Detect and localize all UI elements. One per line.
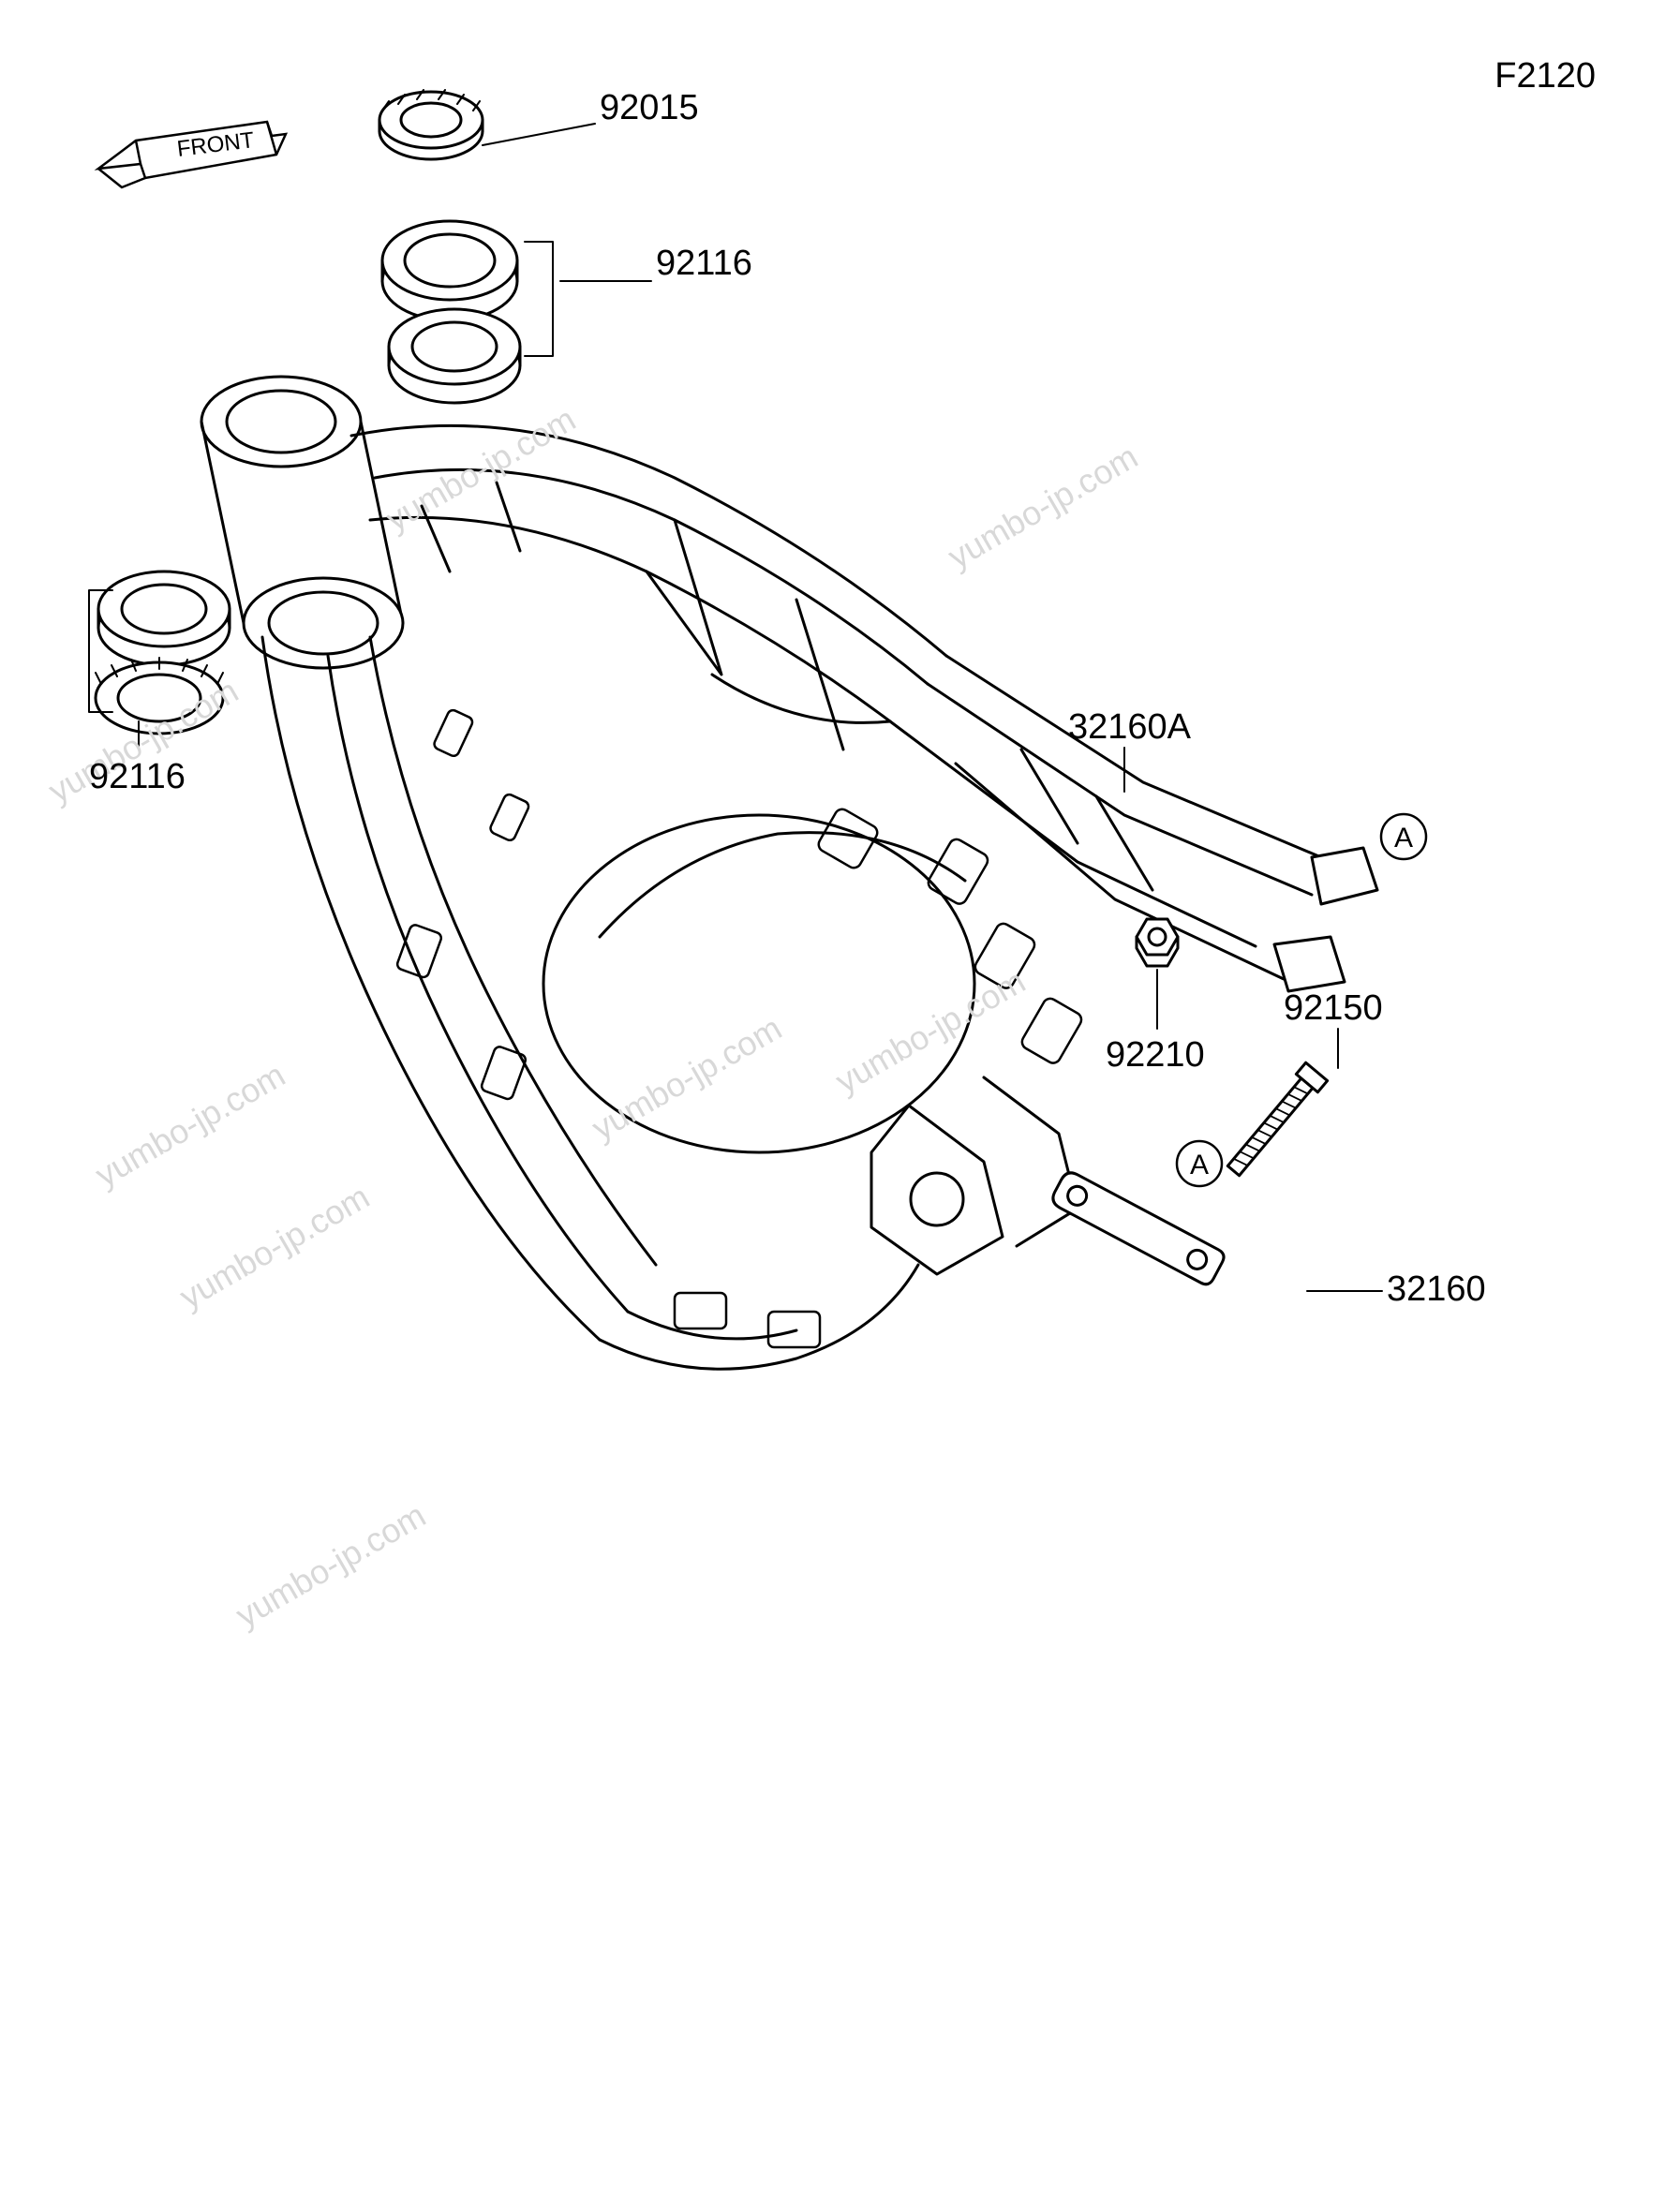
part-ref-92116-upper: 92116	[656, 244, 752, 284]
part-ref-32160a: 32160A	[1068, 707, 1191, 748]
part-ref-92015: 92015	[600, 88, 699, 128]
frame-drawing: A A	[0, 0, 1680, 2197]
part-ref-92210: 92210	[1106, 1035, 1205, 1076]
diagram-container: F2120 FRONT	[0, 0, 1680, 2197]
part-ref-92116-lower: 92116	[89, 757, 186, 797]
part-ref-32160: 32160	[1387, 1269, 1486, 1310]
circle-ref-a-1: A	[1394, 823, 1413, 854]
circle-ref-a-2: A	[1190, 1150, 1209, 1180]
part-ref-92150: 92150	[1284, 988, 1383, 1029]
